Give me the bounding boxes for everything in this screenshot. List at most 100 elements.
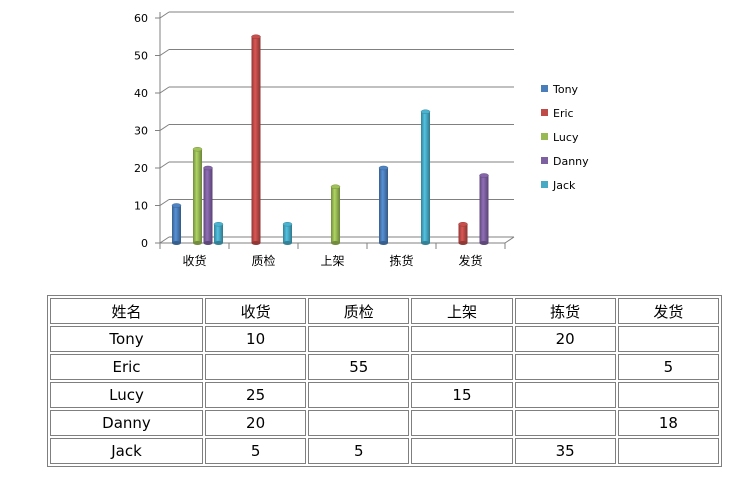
table-cell — [411, 354, 513, 380]
gridline-depth — [159, 236, 170, 244]
bar-top — [213, 222, 224, 227]
floor-edge — [504, 236, 515, 244]
gridline-depth — [159, 124, 170, 131]
bar-top — [330, 184, 341, 189]
legend-label: Danny — [553, 155, 589, 168]
table-header-cell: 收货 — [205, 298, 307, 324]
bar-body — [172, 205, 181, 243]
bar-body — [331, 186, 340, 243]
table-cell — [205, 354, 307, 380]
x-tick-label: 发货 — [458, 253, 482, 268]
bar-base — [214, 241, 223, 245]
y-tick-label: 20 — [134, 162, 148, 175]
table-cell: 55 — [308, 354, 410, 380]
table-cell — [514, 354, 616, 380]
table-row: Danny 20 18 — [50, 410, 719, 436]
bar-eric-1 — [251, 34, 261, 245]
gridline-depth — [159, 11, 170, 19]
legend-label: Jack — [552, 179, 576, 192]
bar-jack-1 — [282, 222, 293, 245]
table-cell: Tony — [50, 326, 203, 352]
gridlines — [159, 11, 514, 244]
table-cell: 5 — [617, 354, 719, 380]
bar-top — [378, 165, 389, 171]
table-row: Eric 55 5 — [50, 354, 719, 380]
table-cell — [411, 410, 513, 436]
bar-lucy-0 — [192, 147, 203, 245]
bar-base — [458, 241, 468, 245]
bar-lucy-2 — [330, 184, 341, 245]
table-row: Jack 5 5 35 — [50, 438, 719, 464]
x-tick-label: 上架 — [320, 254, 344, 268]
table-cell — [514, 410, 616, 436]
bar-tony-0 — [171, 203, 182, 245]
bar-base — [379, 241, 388, 245]
gridline-depth — [159, 86, 170, 94]
bar-base — [421, 241, 430, 245]
gridline-depth — [159, 49, 170, 56]
x-tick-label: 质检 — [251, 253, 275, 268]
legend-label: Eric — [553, 107, 574, 120]
legend-item-tony: Tony — [541, 83, 579, 96]
table-cell — [617, 382, 719, 408]
legend-swatch — [541, 109, 548, 116]
legend-label: Tony — [552, 83, 579, 96]
bar-jack-3 — [420, 109, 431, 245]
y-tick-label: 50 — [134, 50, 148, 63]
bar-body — [193, 149, 202, 243]
legend-label: Lucy — [553, 131, 579, 144]
table-cell: 5 — [205, 438, 307, 464]
table-cell: 20 — [205, 410, 307, 436]
y-tick-label: 60 — [134, 12, 148, 25]
table-cell: 25 — [205, 382, 307, 408]
legend-swatch — [541, 133, 548, 140]
table-cell: 35 — [514, 438, 616, 464]
legend-swatch — [541, 85, 548, 92]
table-cell — [617, 326, 719, 352]
bar-top — [171, 203, 182, 208]
legend: Tony Eric Lucy Danny Jack — [541, 83, 589, 192]
table-header-cell: 发货 — [617, 298, 719, 324]
x-tick-label: 拣货 — [389, 253, 413, 268]
legend-swatch — [541, 157, 548, 164]
bar-top — [420, 109, 431, 114]
bar-body — [251, 36, 261, 243]
table-cell: 5 — [308, 438, 410, 464]
table-header-cell: 质检 — [308, 298, 410, 324]
bar-body — [379, 168, 388, 243]
bar-top — [458, 222, 468, 227]
bar-jack-0 — [213, 222, 224, 245]
bar-body — [283, 224, 292, 243]
table-cell: Jack — [50, 438, 203, 464]
x-tick-label: 收货 — [182, 253, 206, 268]
legend-item-lucy: Lucy — [541, 131, 579, 144]
table-cell: Danny — [50, 410, 203, 436]
table-row: Tony 10 20 — [50, 326, 719, 352]
gridline-depth — [159, 199, 170, 206]
bar-top — [192, 147, 203, 152]
bar-body — [421, 111, 430, 243]
y-tick-label: 0 — [141, 237, 148, 250]
bar-base — [172, 241, 181, 245]
gridline-depth — [159, 161, 170, 169]
table-cell — [308, 410, 410, 436]
bar-danny-4 — [479, 173, 489, 245]
table-cell — [617, 438, 719, 464]
table-cell: 10 — [205, 326, 307, 352]
table-cell — [308, 382, 410, 408]
bar-base — [193, 241, 202, 245]
table-cell — [514, 382, 616, 408]
bar-danny-0 — [203, 165, 213, 245]
table-row: Lucy 25 15 — [50, 382, 719, 408]
legend-item-danny: Danny — [541, 155, 589, 168]
bar-top — [282, 222, 293, 227]
bar-top — [203, 165, 213, 171]
bar-tony-3 — [378, 165, 389, 245]
legend-swatch — [541, 181, 548, 188]
bar-chart: 0 10 20 30 40 50 60 收货 质检 上架 拣货 发货 Tony Eric Lucy Dann… — [134, 11, 589, 268]
bar-body — [458, 224, 468, 243]
bar-base — [331, 241, 340, 245]
table-cell: 15 — [411, 382, 513, 408]
bar-base — [251, 241, 261, 245]
table-header-cell: 上架 — [411, 298, 513, 324]
